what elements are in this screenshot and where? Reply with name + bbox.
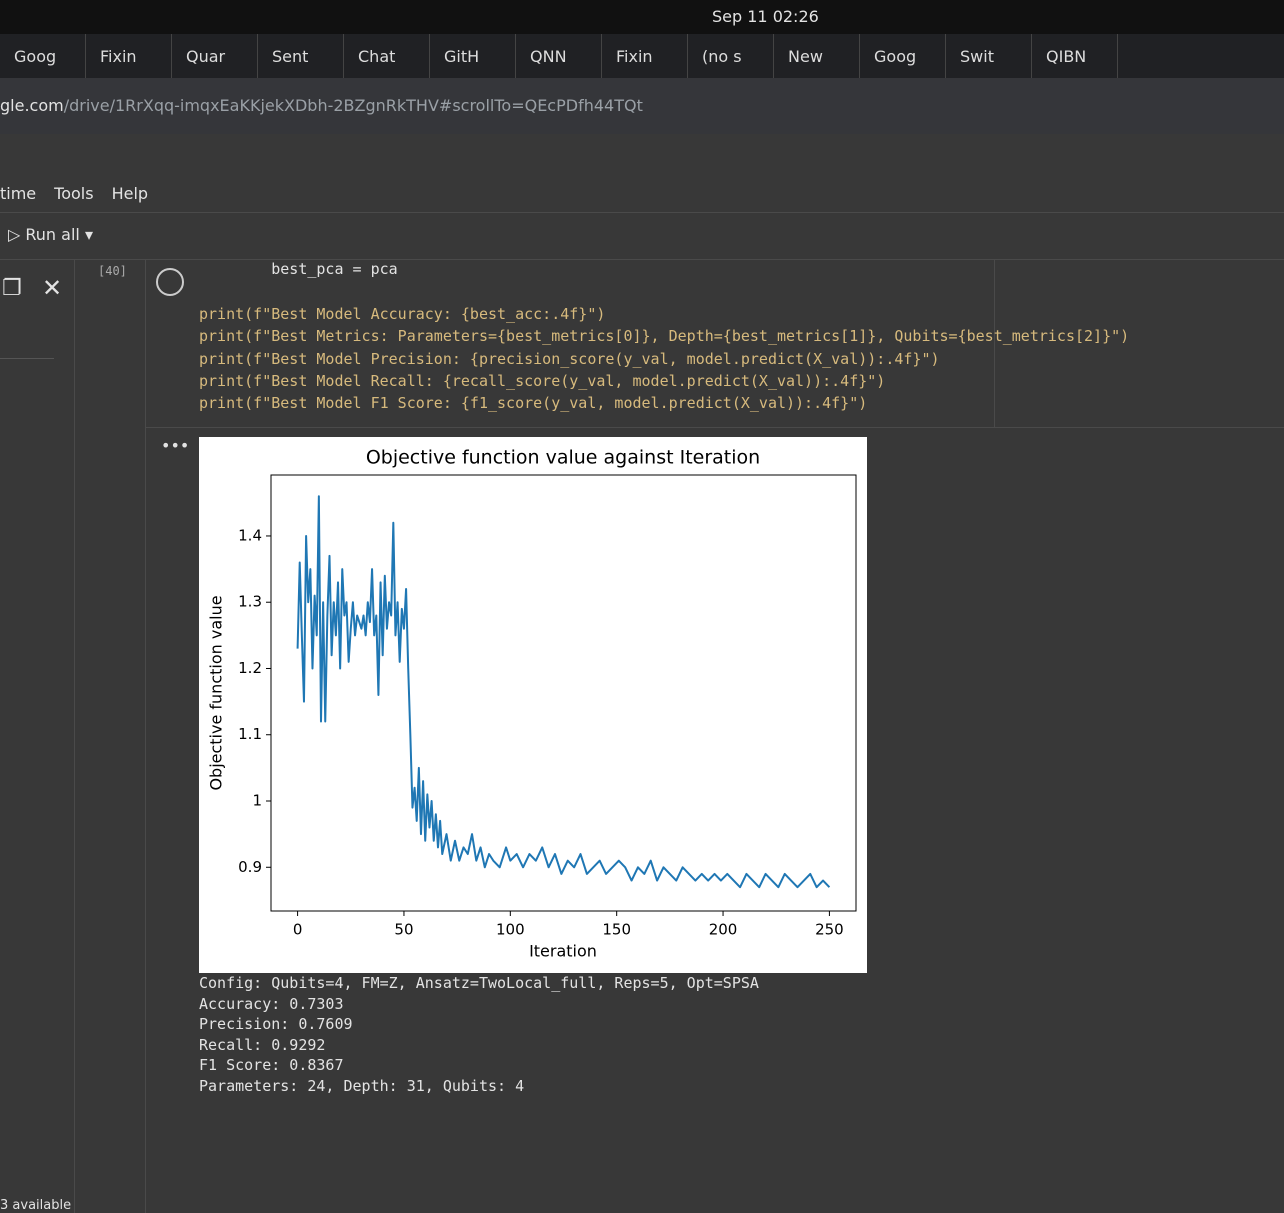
cell-output: Config: Qubits=4, FM=Z, Ansatz=TwoLocal_… [199,973,759,1096]
output-menu[interactable]: ••• [161,436,190,455]
stop-button[interactable] [156,268,184,296]
output-line: Accuracy: 0.7303 [199,994,344,1013]
sidebar: ❐ ✕ 3 available [0,260,75,1213]
clock: Sep 11 02:26 [712,7,819,26]
run-all-label[interactable]: Run all [25,225,80,244]
x-tick-label: 150 [602,921,631,939]
y-axis-label: Objective function value [207,595,226,790]
browser-tab[interactable]: Chat [344,34,430,78]
code-editor[interactable]: best_pca = pca print(f"Best Model Accura… [199,258,1129,415]
x-tick-label: 200 [709,921,738,939]
menu-bar: time Tools Help [0,184,148,203]
code-line: print(f"Best Model F1 Score: {f1_score(y… [199,394,868,413]
system-bar: Sep 11 02:26 [0,0,1284,34]
browser-tab[interactable]: Goog [860,34,946,78]
chart: Objective function value against Iterati… [199,437,867,973]
output-line: Recall: 0.9292 [199,1035,326,1054]
code-line [199,280,1129,302]
cell-number: [40] [98,264,127,278]
browser-tab[interactable]: Fixin [602,34,688,78]
browser-tab[interactable]: Swit [946,34,1032,78]
y-tick-label: 0.9 [238,858,262,876]
browser-tab[interactable]: Sent [258,34,344,78]
run-all-button[interactable]: ▷ Run all ▾ [8,225,93,244]
code-line: print(f"Best Metrics: Parameters={best_m… [199,327,1130,346]
browser-tab[interactable]: Fixin [86,34,172,78]
tab-strip: Goog Fixin Quar Sent Chat GitH QNN Fixin (no s Ne… [0,34,1284,78]
toolbar: ▷ Run all ▾ [0,213,1284,260]
menu-item[interactable]: time [0,184,37,203]
chart-title: Objective function value against Iterati… [366,447,760,469]
x-tick-label: 0 [293,921,303,939]
y-tick-label: 1 [252,792,262,810]
menu-area: time Tools Help [0,134,1284,213]
window-icon[interactable]: ❐ [2,276,22,301]
y-tick-label: 1.3 [238,593,262,611]
close-icon[interactable]: ✕ [42,274,63,302]
browser-tab[interactable]: Goog [0,34,86,78]
browser-tab[interactable]: Quar [172,34,258,78]
x-tick-label: 100 [496,921,525,939]
url-host[interactable]: gle.com [0,96,64,115]
output-line: Parameters: 24, Depth: 31, Qubits: 4 [199,1076,525,1095]
code-line: best_pca = pca [199,260,398,278]
browser-tab[interactable]: (no s [688,34,774,78]
output-line: Config: Qubits=4, FM=Z, Ansatz=TwoLocal_… [199,974,759,992]
y-tick-label: 1.1 [238,725,262,743]
ram-status: 3 available [0,1198,72,1213]
x-axis-label: Iteration [529,942,597,961]
plot-frame [270,474,857,912]
y-tick-label: 1.2 [238,659,262,677]
output-line: F1 Score: 0.8367 [199,1056,344,1074]
x-tick-label: 50 [394,921,413,939]
browser-tab[interactable]: QIBN [1032,34,1118,78]
code-line: print(f"Best Model Precision: {precision… [199,349,940,368]
data-line [296,495,831,889]
address-bar: gle.com/drive/1RrXqq-imqxEaKKjekXDbh-2BZ… [0,78,1284,134]
menu-item[interactable]: Help [111,184,149,203]
browser-tab[interactable]: GitH [430,34,516,78]
y-tick-label: 1.4 [238,526,262,544]
code-line: print(f"Best Model Accuracy: {best_acc:.… [199,304,606,323]
code-line: print(f"Best Model Recall: {recall_score… [199,372,886,391]
x-tick-label: 250 [815,921,844,939]
url-path[interactable]: /drive/1RrXqq-imqxEaKKjekXDbh-2BZgnRkTHV… [63,96,643,115]
browser-tab[interactable]: New [774,34,860,78]
output-line: Precision: 0.7609 [199,1015,353,1033]
menu-item[interactable]: Tools [54,184,94,203]
browser-tab[interactable]: QNN [516,34,602,78]
